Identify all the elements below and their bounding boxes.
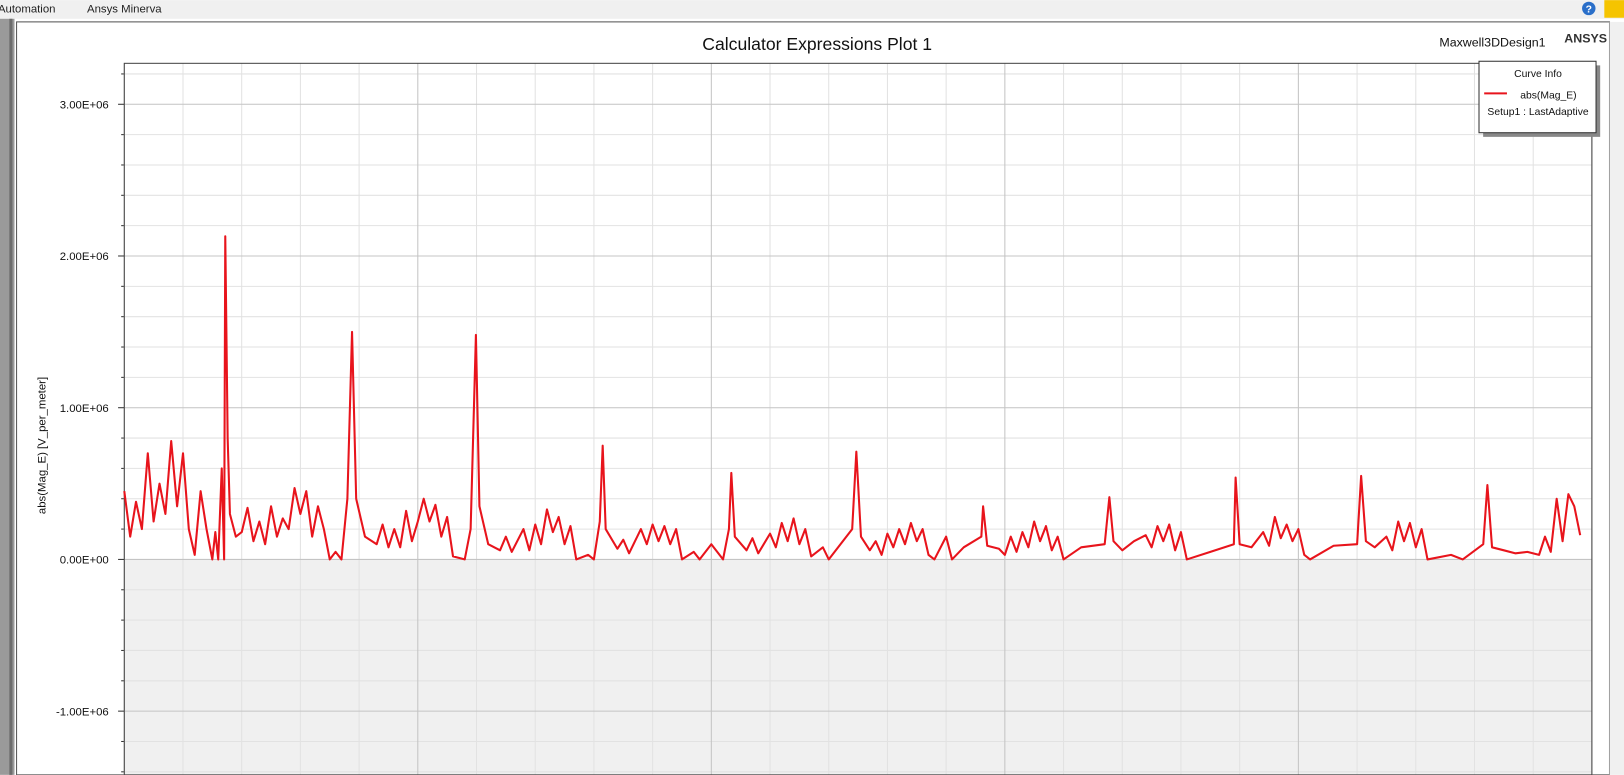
legend-title: Curve Info (1514, 69, 1562, 80)
chart-title: Calculator Expressions Plot 1 (702, 34, 932, 54)
help-icon[interactable] (1582, 1, 1596, 16)
y-tick-label: 0.00E+00 (60, 555, 109, 567)
y-tick-label: 3.00E+06 (60, 99, 109, 111)
design-name: Maxwell3DDesign1 (1439, 36, 1545, 50)
scroll-area (1609, 21, 1624, 775)
y-tick-label: 1.00E+06 (60, 403, 109, 415)
menu-bar (0, 0, 1624, 19)
y-axis-label: abs(Mag_E) [V_per_meter] (37, 377, 49, 514)
splitter (9, 18, 13, 775)
legend-entry[interactable]: abs(Mag_E) (1520, 91, 1576, 102)
help-glyph: ? (1586, 5, 1592, 16)
legend: Curve Info abs(Mag_E) Setup1 : LastAdapt… (1478, 60, 1601, 137)
negative-region (124, 559, 1592, 775)
menu-item[interactable]: Ansys Minerva (87, 4, 162, 16)
plot-area: -1.00E+06 0.00E+00 1.00E+06 2.00E+06 3.00E+0… (56, 62, 1593, 775)
logo: ANSYS (1564, 32, 1607, 46)
y-tick-label: -1.00E+06 (56, 706, 109, 718)
menu-item[interactable]: Automation (0, 4, 55, 16)
y-tick-label: 2.00E+06 (60, 251, 109, 263)
data-line (123, 235, 1582, 561)
ansys-icon[interactable] (1604, 0, 1624, 18)
legend-box (1478, 60, 1597, 134)
legend-solution: Setup1 : LastAdaptive (1487, 107, 1588, 118)
